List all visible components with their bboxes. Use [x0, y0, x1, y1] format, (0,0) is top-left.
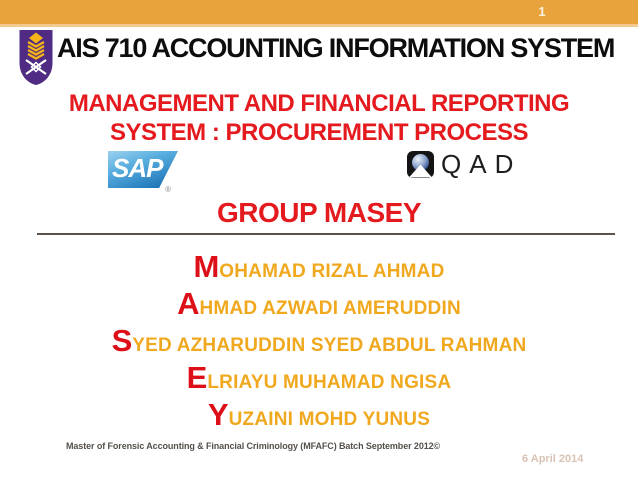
- qad-logo-icon: [407, 150, 434, 178]
- registered-trademark-icon: ®: [165, 185, 171, 194]
- divider-line: [37, 233, 615, 235]
- slide-date: 6 April 2014: [522, 453, 584, 465]
- member-name-rest: LRIAYU MUHAMAD NGISA: [207, 372, 452, 393]
- member-name: AHMAD AZWADI AMERUDDIN: [0, 285, 638, 322]
- member-name: ELRIAYU MUHAMAD NGISA: [0, 359, 638, 396]
- member-name-rest: UZAINI MOHD YUNUS: [228, 409, 431, 430]
- group-title: GROUP MASEY: [216, 197, 422, 228]
- member-name-rest: OHAMAD RIZAL AHMAD: [219, 261, 445, 282]
- qad-sphere-icon: [412, 153, 429, 171]
- member-initial: S: [111, 323, 133, 358]
- sap-logo: SAP ®: [108, 151, 178, 194]
- member-name-rest: YED AZHARUDDIN SYED ABDUL RAHMAN: [132, 335, 527, 356]
- top-banner-edge: [0, 24, 638, 27]
- subtitle-line-2: SYSTEM : PROCUREMENT PROCESS: [109, 119, 529, 146]
- member-initial: E: [186, 360, 208, 395]
- slide-subtitle: MANAGEMENT AND FINANCIAL REPORTING SYSTE…: [0, 89, 638, 147]
- slide-title: AIS 710 ACCOUNTING INFORMATION SYSTEM: [57, 33, 615, 63]
- slide-page-number: 1: [538, 4, 546, 19]
- member-name: YUZAINI MOHD YUNUS: [0, 396, 638, 433]
- footer-credit: Master of Forensic Accounting & Financia…: [66, 441, 441, 451]
- member-name: SYED AZHARUDDIN SYED ABDUL RAHMAN: [0, 322, 638, 359]
- sap-logo-text: SAP: [112, 153, 163, 183]
- member-name: MOHAMAD RIZAL AHMAD: [0, 248, 638, 285]
- member-initial: M: [193, 249, 220, 284]
- top-banner: [0, 0, 638, 24]
- uitm-crest-icon: [17, 29, 55, 86]
- member-list: MOHAMAD RIZAL AHMAD AHMAD AZWADI AMERUDD…: [0, 248, 638, 433]
- member-name-rest: HMAD AZWADI AMERUDDIN: [199, 298, 461, 319]
- member-initial: A: [177, 286, 200, 321]
- qad-logo: QAD: [407, 150, 521, 178]
- qad-logo-text: QAD: [441, 148, 522, 179]
- subtitle-line-1: MANAGEMENT AND FINANCIAL REPORTING: [68, 90, 570, 117]
- member-initial: Y: [207, 397, 229, 432]
